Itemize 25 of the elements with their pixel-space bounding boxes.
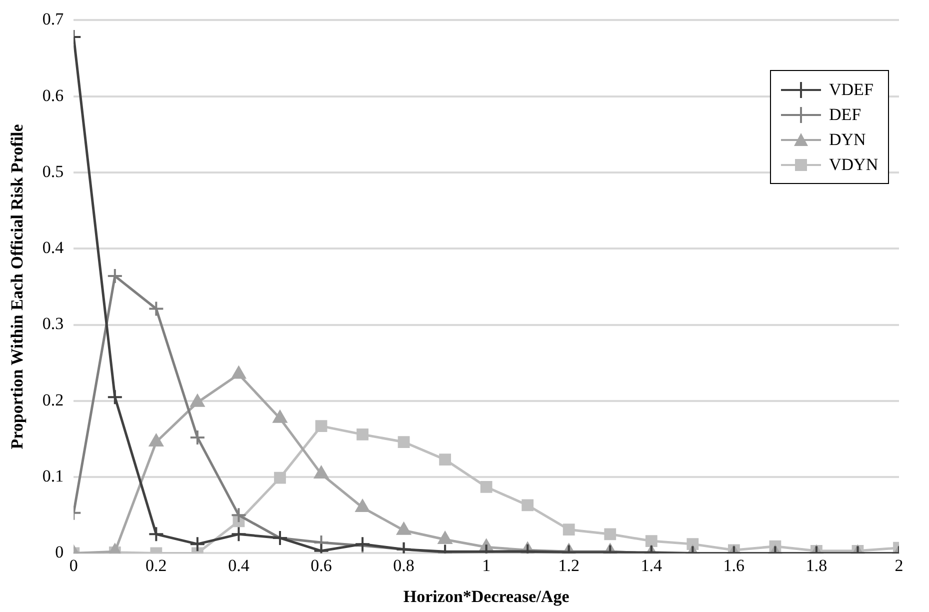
legend-label: DYN xyxy=(829,130,866,150)
x-tick-label: 0.4 xyxy=(228,556,250,575)
y-tick-label: 0 xyxy=(55,542,64,562)
y-tick-label: 0.3 xyxy=(42,314,64,334)
x-tick-label: 0.2 xyxy=(146,556,167,575)
y-axis-title: Proportion Within Each Official Risk Profile xyxy=(8,124,27,450)
x-tick-label: 1.6 xyxy=(723,556,745,575)
x-tick-label: 1 xyxy=(482,556,491,575)
x-tick-label: 0 xyxy=(69,556,78,575)
x-tick-label: 0.6 xyxy=(310,556,332,575)
legend-label: DEF xyxy=(829,104,862,125)
legend-label: VDEF xyxy=(829,80,874,100)
y-tick-label: 0.4 xyxy=(42,238,64,258)
y-tick-label: 0.7 xyxy=(42,10,64,29)
y-tick-label: 0.2 xyxy=(42,390,64,410)
y-tick-label: 0.6 xyxy=(42,86,64,105)
x-tick-label: 0.8 xyxy=(393,556,414,575)
x-tick-label: 1.8 xyxy=(806,556,828,575)
legend-label: VDYN xyxy=(829,154,878,175)
x-tick-label: 1.4 xyxy=(640,556,663,575)
y-tick-label: 0.1 xyxy=(42,466,64,486)
x-axis-title: Horizon*Decrease/Age xyxy=(403,587,570,606)
x-tick-label: 1.2 xyxy=(558,556,580,575)
x-tick-label: 2 xyxy=(894,556,904,575)
y-tick-label: 0.5 xyxy=(42,162,64,181)
